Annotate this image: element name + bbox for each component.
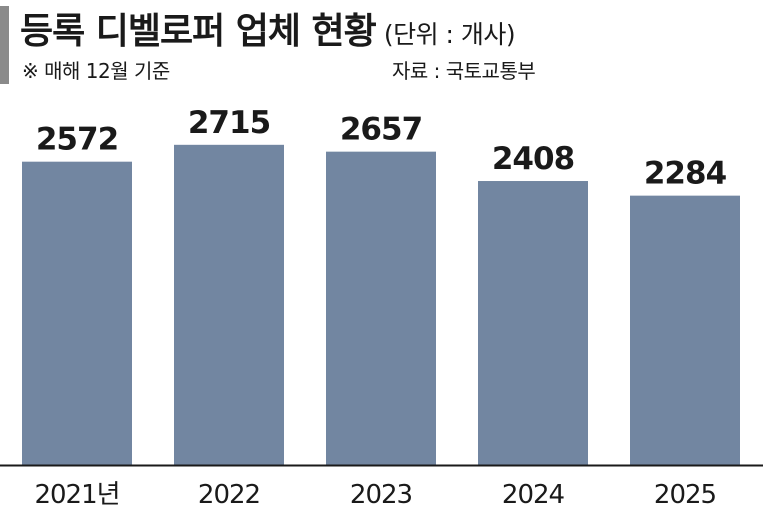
reference-note: ※ 매해 12월 기준 bbox=[22, 59, 170, 83]
data-label: 2657 bbox=[340, 112, 422, 148]
data-label: 2284 bbox=[644, 156, 727, 192]
data-label: 2408 bbox=[492, 141, 574, 177]
data-label: 2715 bbox=[188, 105, 270, 141]
category-label: 2022 bbox=[198, 480, 260, 510]
bar-2025 bbox=[630, 195, 740, 466]
chart-title: 등록 디벨로퍼 업체 현황 bbox=[20, 11, 377, 52]
bar-2021년 bbox=[22, 161, 132, 465]
bar-2023 bbox=[326, 151, 436, 466]
unit-label: (단위 : 개사) bbox=[383, 20, 516, 49]
source-label: 자료 : 국토교통부 bbox=[392, 59, 536, 83]
bar-2022 bbox=[174, 144, 284, 465]
bar-2024 bbox=[478, 181, 588, 465]
category-label: 2023 bbox=[350, 480, 412, 510]
title-accent-bar bbox=[0, 6, 9, 84]
data-label: 2572 bbox=[36, 122, 118, 158]
title-row: 등록 디벨로퍼 업체 현황 (단위 : 개사) bbox=[20, 2, 516, 54]
category-label: 2021년 bbox=[34, 480, 119, 510]
category-label: 2024 bbox=[502, 480, 565, 510]
category-label: 2025 bbox=[654, 480, 716, 510]
